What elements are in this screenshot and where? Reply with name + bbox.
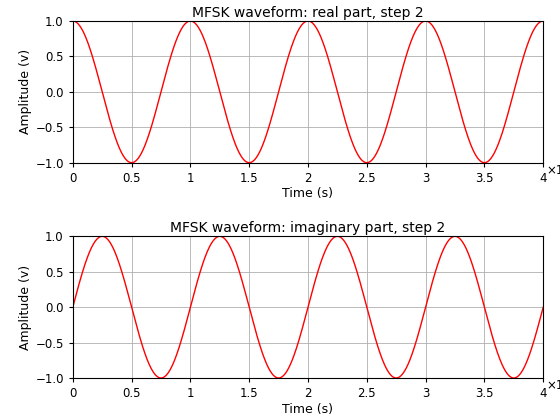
Y-axis label: Amplitude (v): Amplitude (v) [20, 265, 32, 350]
Text: ×10⁻³: ×10⁻³ [546, 379, 560, 392]
Text: ×10⁻³: ×10⁻³ [546, 164, 560, 177]
Title: MFSK waveform: imaginary part, step 2: MFSK waveform: imaginary part, step 2 [170, 221, 446, 235]
Y-axis label: Amplitude (v): Amplitude (v) [20, 49, 32, 134]
X-axis label: Time (s): Time (s) [282, 403, 334, 416]
X-axis label: Time (s): Time (s) [282, 187, 334, 200]
Title: MFSK waveform: real part, step 2: MFSK waveform: real part, step 2 [192, 6, 424, 20]
